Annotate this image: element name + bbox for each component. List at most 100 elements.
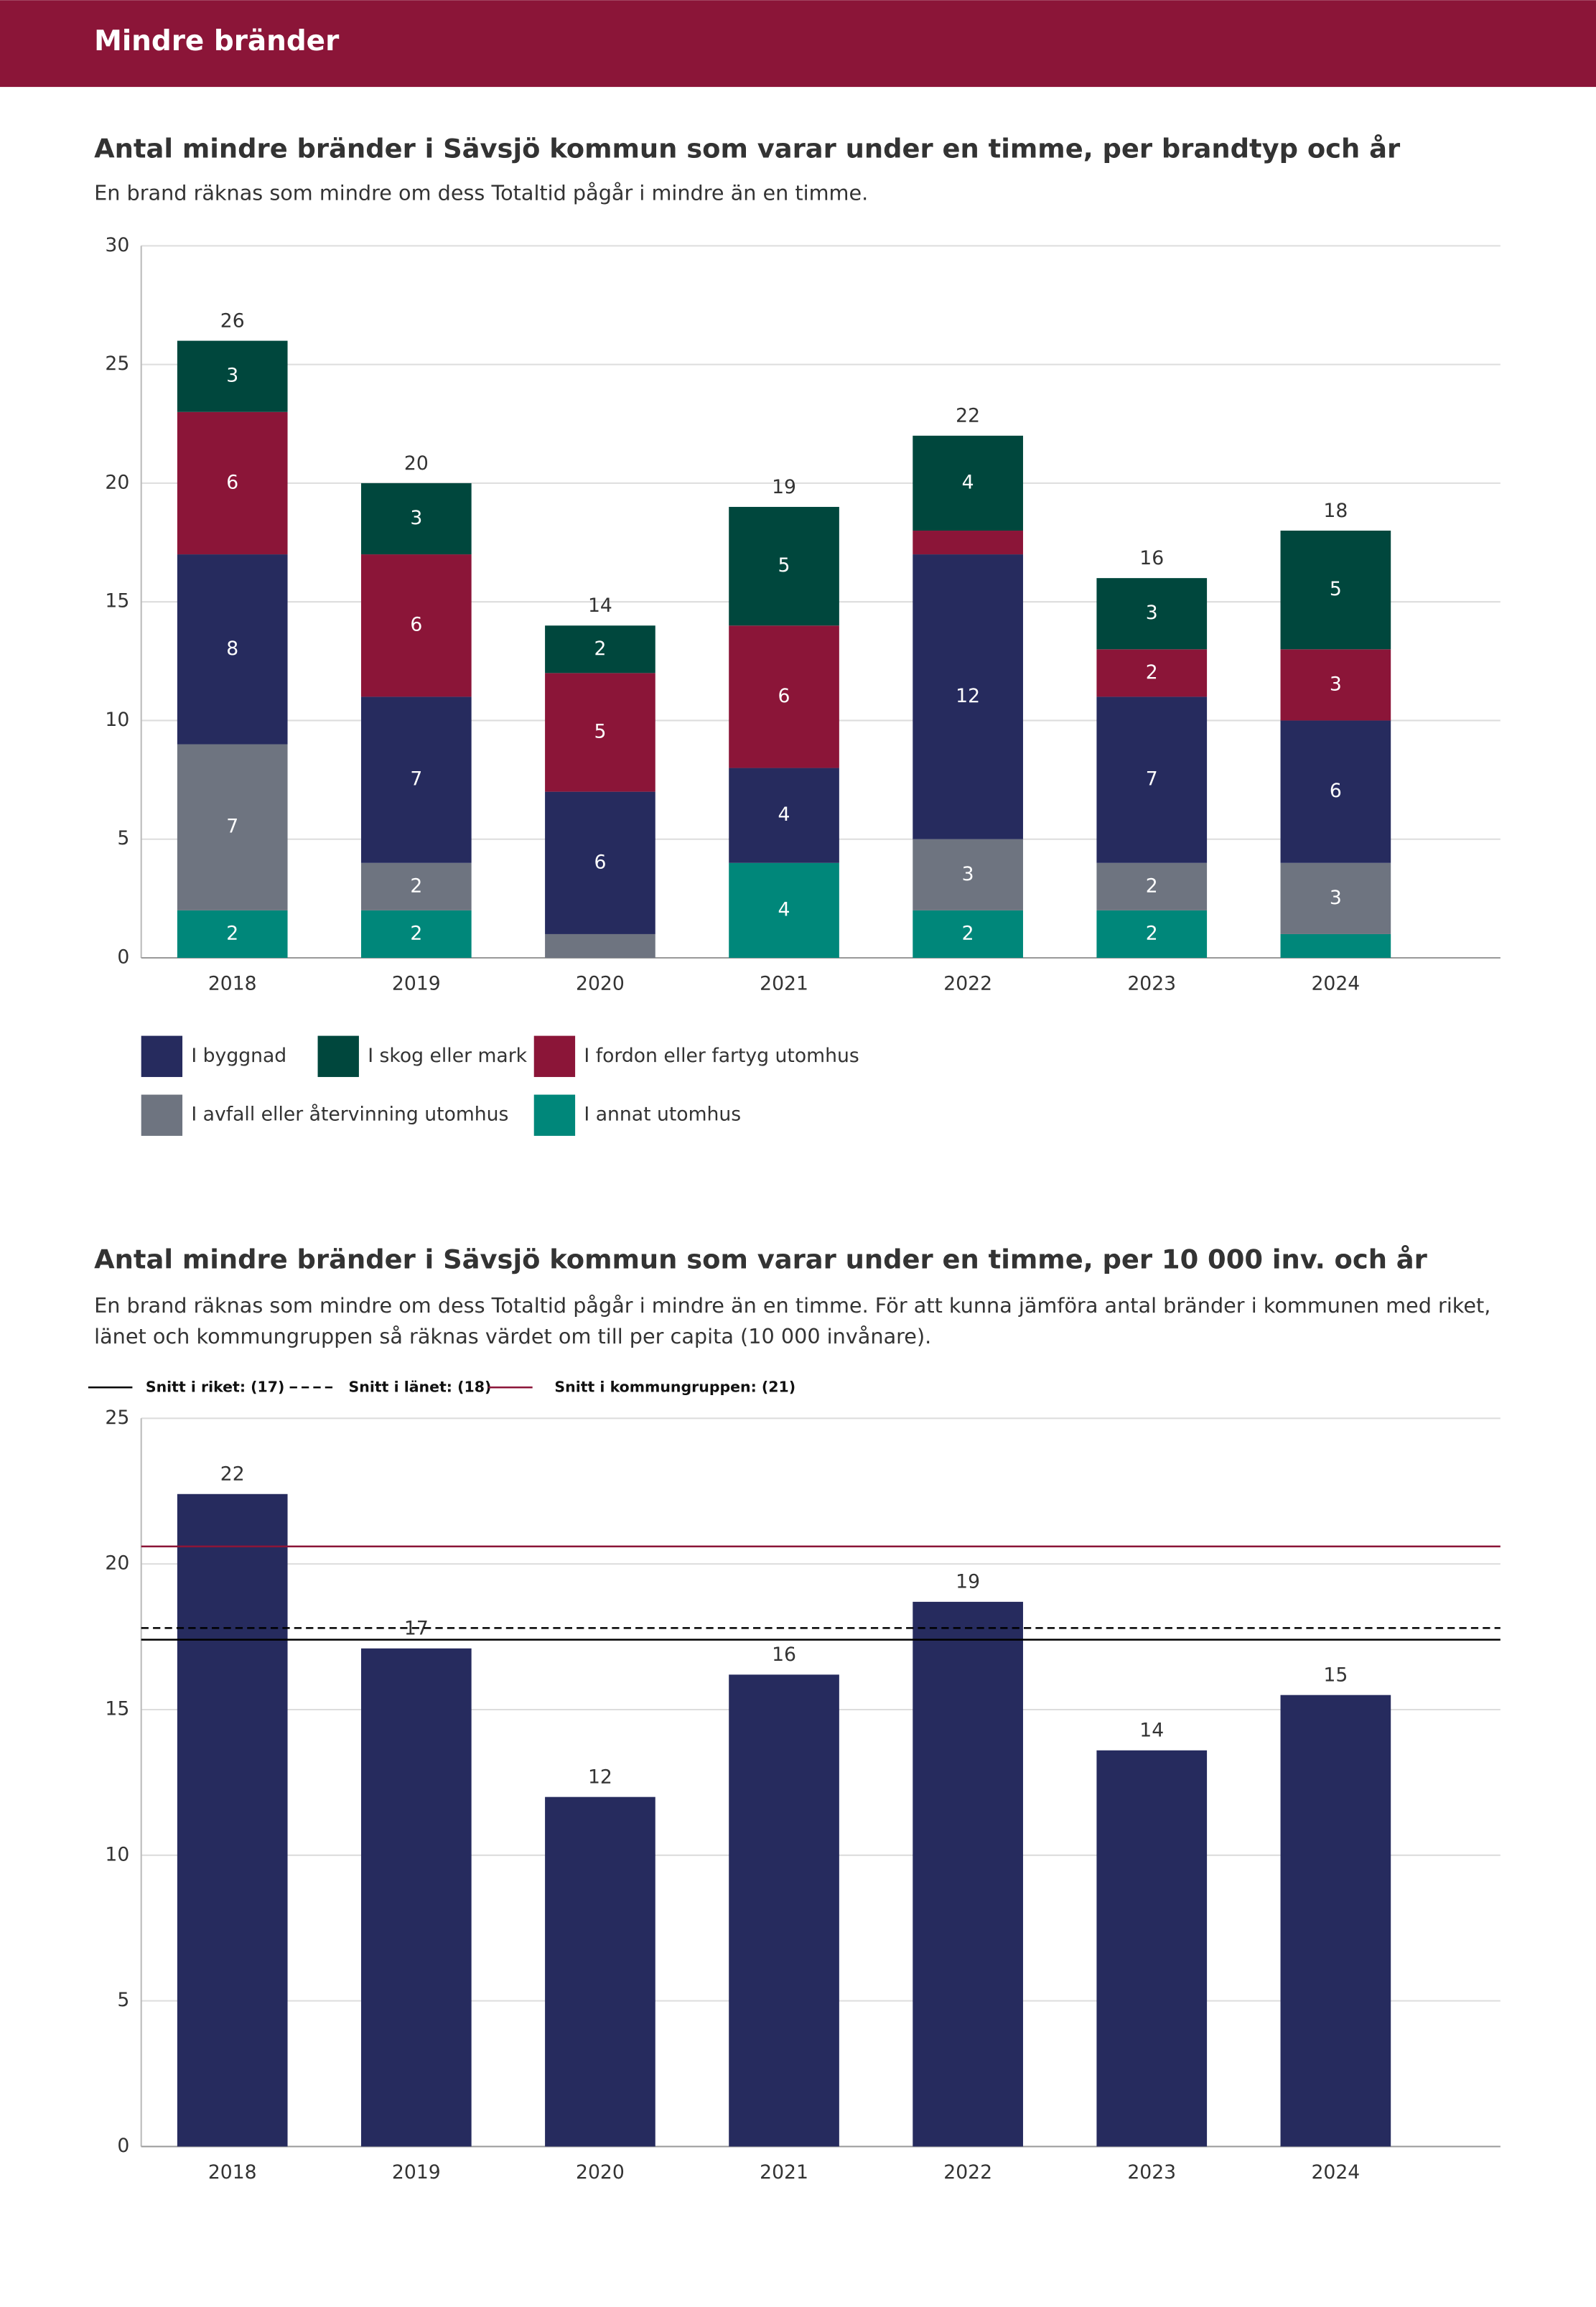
bar-segment	[360, 554, 472, 697]
y-tick-label: 15	[105, 1697, 129, 1720]
legend-label: I annat utomhus	[584, 1104, 741, 1126]
legend-swatch	[141, 1094, 183, 1136]
y-tick-label: 0	[117, 2135, 129, 2157]
value-label: 4	[778, 898, 790, 921]
x-tick-label: 2024	[1311, 2161, 1360, 2184]
bar	[729, 1674, 839, 2147]
bar-segment	[1280, 862, 1391, 934]
legend-label: I fordon eller fartyg utomhus	[584, 1045, 859, 1067]
legend-label: I byggnad	[191, 1045, 286, 1067]
value-label: 3	[1330, 673, 1342, 695]
value-label: 3	[226, 365, 238, 387]
bar-segment	[913, 554, 1023, 839]
y-tick-label: 25	[105, 1407, 129, 1429]
bar-segment	[360, 862, 472, 910]
bar-segment	[1096, 578, 1208, 650]
total-label: 14	[588, 595, 612, 617]
value-label: 19	[956, 1571, 980, 1593]
y-tick-label: 20	[105, 1552, 129, 1575]
value-label: 6	[226, 471, 238, 493]
total-label: 26	[220, 309, 245, 332]
y-tick-label: 5	[117, 1989, 129, 2011]
legend-label: Snitt i kommungruppen: (21)	[554, 1378, 795, 1395]
bar-segment	[360, 910, 472, 959]
y-tick-label: 10	[105, 1843, 129, 1865]
x-tick-label: 2019	[392, 2161, 441, 2184]
value-label: 2	[962, 922, 974, 944]
bar-segment	[913, 839, 1023, 910]
value-label: 2	[410, 922, 422, 944]
x-tick-label: 2018	[208, 972, 257, 994]
chart-title: Antal mindre bränder i Sävsjö kommun som…	[94, 134, 1401, 164]
header-title: Mindre bränder	[94, 25, 340, 57]
bar	[177, 1493, 288, 2147]
value-label: 4	[962, 471, 974, 493]
value-label: 15	[1323, 1664, 1348, 1687]
legend-label: I skog eller mark	[368, 1045, 527, 1067]
bar-segment	[360, 483, 472, 555]
bar-segment	[545, 625, 655, 674]
bar-segment	[177, 411, 288, 555]
legend-label: Snitt i länet: (18)	[349, 1378, 492, 1395]
total-label: 20	[404, 452, 429, 475]
x-tick-label: 2021	[760, 972, 808, 994]
legend-label: Snitt i riket: (17)	[146, 1378, 285, 1395]
value-label: 5	[1330, 578, 1342, 600]
value-label: 12	[956, 685, 980, 707]
x-tick-label: 2023	[1127, 972, 1176, 994]
value-label: 2	[1146, 922, 1158, 944]
value-label: 2	[594, 638, 606, 660]
total-label: 22	[956, 405, 980, 427]
x-tick-label: 2024	[1311, 972, 1360, 994]
bar-segment	[177, 554, 288, 745]
bar	[1280, 1695, 1391, 2147]
bar-segment	[729, 625, 839, 768]
x-tick-label: 2018	[208, 2161, 257, 2184]
bar	[360, 1648, 472, 2147]
bar-segment	[729, 768, 839, 863]
bar	[545, 1796, 655, 2147]
chart-title: Antal mindre bränder i Sävsjö kommun som…	[94, 1244, 1428, 1275]
value-label: 3	[410, 507, 422, 529]
bar-segment	[1280, 649, 1391, 721]
bar	[1096, 1750, 1208, 2147]
value-label: 3	[1146, 602, 1158, 624]
bar-segment	[1280, 531, 1391, 650]
value-label: 16	[772, 1644, 796, 1666]
bar-segment	[1280, 933, 1391, 959]
header-band	[0, 0, 1596, 88]
value-label: 7	[1146, 768, 1158, 791]
x-tick-label: 2020	[576, 972, 625, 994]
y-tick-label: 30	[105, 234, 129, 256]
value-label: 2	[1146, 661, 1158, 684]
value-label: 6	[594, 851, 606, 873]
bar-segment	[545, 791, 655, 934]
x-tick-label: 2023	[1127, 2161, 1176, 2184]
bar-segment	[545, 673, 655, 792]
value-label: 6	[778, 685, 790, 707]
y-tick-label: 10	[105, 709, 129, 731]
bar	[913, 1601, 1023, 2147]
value-label: 2	[226, 922, 238, 944]
value-label: 3	[1330, 887, 1342, 909]
x-tick-label: 2021	[760, 2161, 808, 2184]
bar-segment	[729, 506, 839, 626]
bar-segment	[913, 910, 1023, 959]
value-label: 2	[410, 875, 422, 897]
value-label: 5	[778, 554, 790, 577]
legend-swatch	[141, 1035, 183, 1077]
legend-swatch	[533, 1094, 576, 1136]
value-label: 8	[226, 638, 238, 660]
legend-swatch	[317, 1035, 359, 1077]
total-label: 18	[1323, 500, 1348, 522]
bar-segment	[1096, 862, 1208, 910]
x-tick-label: 2020	[576, 2161, 625, 2184]
y-tick-label: 15	[105, 590, 129, 612]
bar-segment	[913, 435, 1023, 531]
bar-segment	[177, 910, 288, 959]
value-label: 5	[594, 720, 606, 742]
bar-segment	[360, 696, 472, 863]
value-label: 12	[588, 1766, 612, 1789]
